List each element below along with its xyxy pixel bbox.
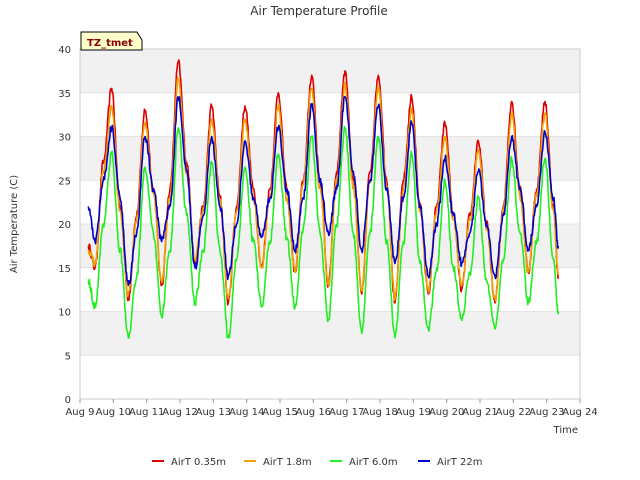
site-badge: TZ_tmet: [80, 31, 143, 51]
y-tick-label: 20: [58, 220, 71, 231]
x-tick-label: Aug 17: [329, 407, 364, 418]
x-tick-label: Aug 23: [529, 407, 564, 418]
legend-label: AirT 22m: [437, 457, 482, 468]
x-tick-label: Aug 22: [496, 407, 531, 418]
series-layer: [87, 59, 560, 339]
y-tick-label: 10: [58, 308, 71, 319]
y-tick-label: 25: [58, 176, 71, 187]
y-axis-ticks: 0 5 10 15 20 25 30 35 40: [58, 45, 71, 406]
legend-label: AirT 1.8m: [263, 457, 312, 468]
background-band: [80, 180, 580, 224]
y-tick-label: 35: [58, 89, 71, 100]
site-badge-box: [80, 31, 143, 51]
x-tick-label: Aug 12: [162, 407, 197, 418]
x-tick-label: Aug 11: [129, 407, 164, 418]
site-badge-label: TZ_tmet: [87, 38, 133, 49]
x-tick-label: Aug 10: [96, 407, 131, 418]
y-tick-label: 15: [58, 264, 71, 275]
y-tick-label: 5: [65, 351, 71, 362]
x-tick-label: Aug 13: [196, 407, 231, 418]
legend: AirT 0.35m AirT 1.8m AirT 6.0m AirT 22m: [152, 457, 482, 468]
series-line-airt-6-0m: [87, 125, 560, 339]
series-line-airt-1-8m: [87, 76, 560, 302]
legend-label: AirT 0.35m: [171, 457, 226, 468]
x-tick-label: Aug 18: [362, 407, 397, 418]
x-tick-label: Aug 16: [296, 407, 331, 418]
x-tick-label: Aug 19: [396, 407, 431, 418]
y-tick-label: 30: [58, 133, 71, 144]
x-tick-label: Aug 24: [562, 407, 597, 418]
plot-area-frame: [79, 48, 581, 400]
x-tick-label: Aug 20: [429, 407, 464, 418]
x-tick-label: Aug 14: [229, 407, 264, 418]
y-axis-title: Air Temperature (C): [9, 175, 20, 273]
series-line-airt-22m: [87, 95, 560, 287]
x-tick-label: Aug 15: [262, 407, 297, 418]
y-tick-label: 40: [58, 45, 71, 56]
background-band: [80, 136, 580, 181]
legend-label: AirT 6.0m: [349, 457, 398, 468]
x-tick-label: Aug 21: [462, 407, 497, 418]
background-band: [80, 92, 580, 137]
x-tick-label: Aug 9: [65, 407, 94, 418]
y-tick-label: 0: [65, 395, 71, 406]
x-axis-title: Time: [553, 425, 578, 436]
chart-title: Air Temperature Profile: [250, 4, 387, 18]
background-band: [80, 49, 580, 93]
background-band: [80, 355, 580, 399]
